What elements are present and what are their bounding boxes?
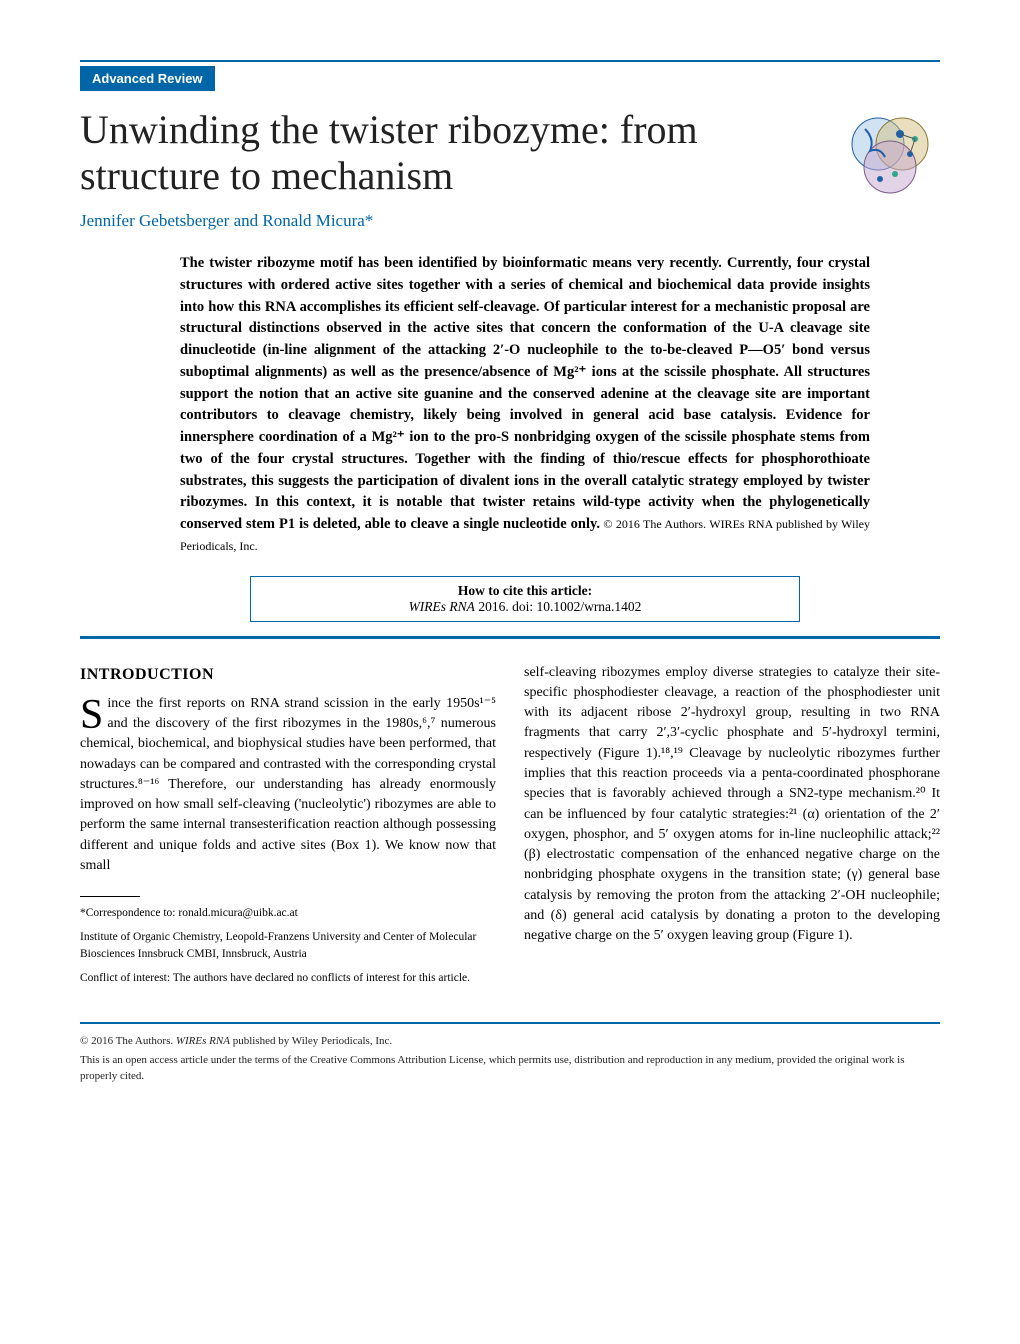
dropcap: S: [80, 694, 107, 734]
column-right: self-cleaving ribozymes employ diverse s…: [524, 663, 940, 994]
top-divider: [80, 60, 940, 62]
footer-license: This is an open access article under the…: [80, 1053, 940, 1084]
correspondence-note: *Correspondence to: ronald.micura@uibk.a…: [80, 905, 496, 921]
col1-text: ince the first reports on RNA strand sci…: [80, 696, 496, 873]
col2-text: self-cleaving ribozymes employ diverse s…: [524, 663, 940, 947]
footer-copyright: © 2016 The Authors. WIREs RNA published …: [80, 1034, 940, 1049]
header-row: Unwinding the twister ribozyme: from str…: [80, 99, 940, 253]
section-divider: [80, 636, 940, 639]
conflict-note: Conflict of interest: The authors have d…: [80, 970, 496, 986]
cite-label: How to cite this article:: [261, 583, 789, 599]
main-columns: INTRODUCTION Since the first reports on …: [80, 663, 940, 994]
footnotes: *Correspondence to: ronald.micura@uibk.a…: [80, 905, 496, 985]
abstract-text: The twister ribozyme motif has been iden…: [180, 255, 870, 532]
cite-details: 2016. doi: 10.1002/wrna.1402: [478, 599, 641, 614]
footer-divider: [80, 1022, 940, 1024]
footer: © 2016 The Authors. WIREs RNA published …: [80, 1034, 940, 1084]
footnote-divider: [80, 896, 140, 897]
title-block: Unwinding the twister ribozyme: from str…: [80, 99, 824, 253]
introduction-heading: INTRODUCTION: [80, 663, 496, 686]
citation-box: How to cite this article: WIREs RNA 2016…: [250, 576, 800, 622]
abstract: The twister ribozyme motif has been iden…: [80, 253, 940, 558]
cite-journal: WIREs RNA: [409, 599, 475, 614]
affiliation-note: Institute of Organic Chemistry, Leopold-…: [80, 929, 496, 961]
authors: Jennifer Gebetsberger and Ronald Micura*: [80, 211, 824, 231]
column-left: INTRODUCTION Since the first reports on …: [80, 663, 496, 994]
article-title: Unwinding the twister ribozyme: from str…: [80, 107, 824, 199]
review-badge: Advanced Review: [80, 66, 215, 91]
intro-paragraph-1: Since the first reports on RNA strand sc…: [80, 694, 496, 877]
journal-logo-icon: [840, 109, 940, 209]
